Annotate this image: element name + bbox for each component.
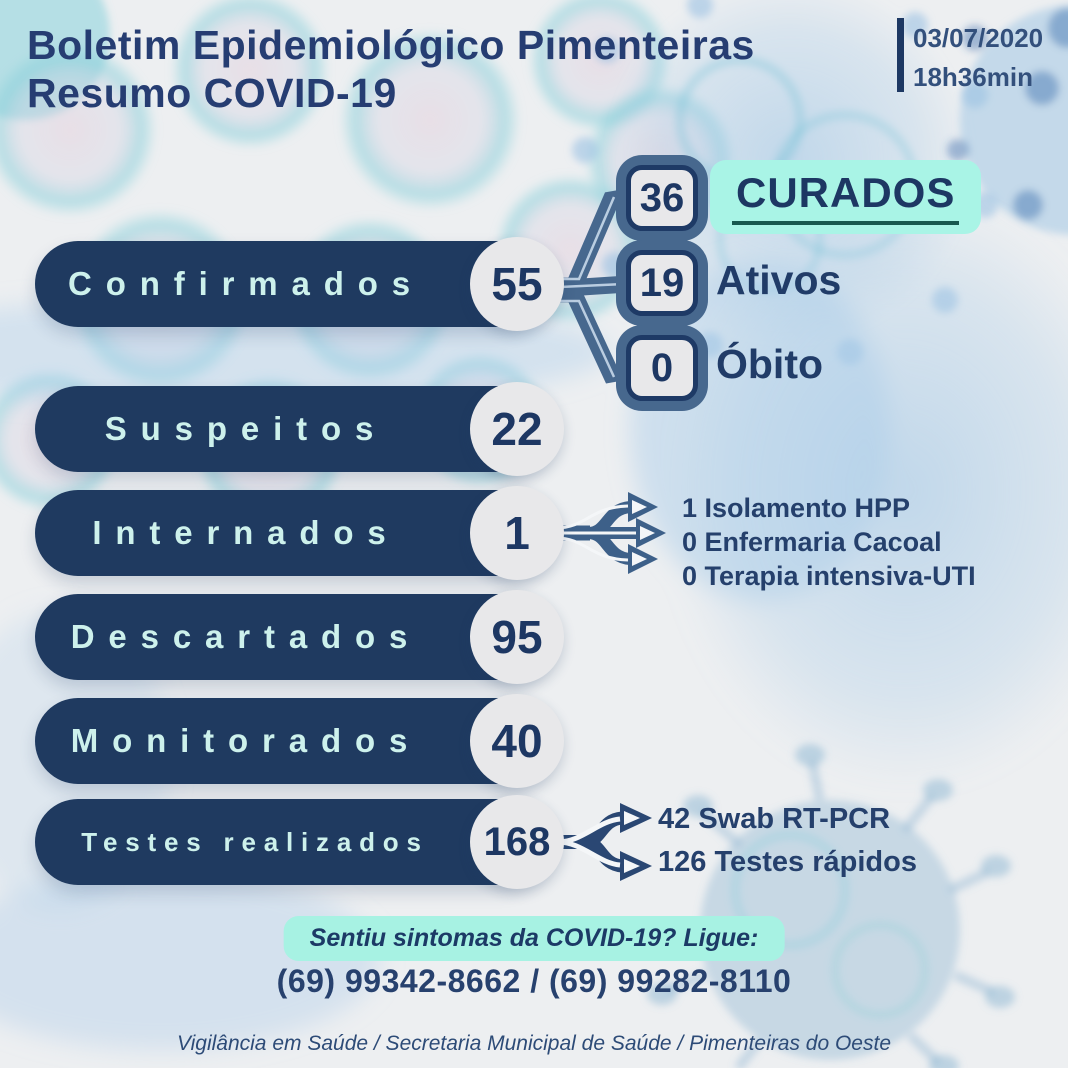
- report-date: 03/07/2020: [913, 23, 1044, 53]
- testes-pill: Testes realizados: [35, 799, 545, 885]
- internados-label: Internados: [92, 514, 400, 551]
- monitorados-label: Monitorados: [70, 722, 422, 759]
- title-line-2: Resumo COVID-19: [27, 69, 397, 116]
- internados-detail-isolamento: 1 Isolamento HPP: [682, 493, 911, 523]
- internados-value-badge: 1: [470, 486, 564, 580]
- testes-detail-swab: 42 Swab RT-PCR: [658, 803, 891, 835]
- testes-value-badge: 168: [470, 795, 564, 889]
- ativos-value: 19: [626, 250, 698, 316]
- confirmados-pill: Confirmados: [35, 241, 545, 327]
- obito-value-box: 0: [616, 325, 708, 411]
- internados-detail-enfermaria: 0 Enfermaria Cacoal: [682, 527, 942, 557]
- symptoms-call-banner: Sentiu sintomas da COVID-19? Ligue:: [283, 916, 785, 961]
- confirmados-label: Confirmados: [68, 265, 424, 302]
- curados-value: 36: [626, 165, 698, 231]
- obito-label: Óbito: [716, 341, 824, 387]
- monitorados-value-badge: 40: [470, 694, 564, 788]
- stat-row-suspeitos: Suspeitos 22: [35, 382, 564, 476]
- stat-row-confirmados: Confirmados 55: [35, 237, 564, 331]
- ativos-label: Ativos: [716, 257, 842, 303]
- ativos-value-box: 19: [616, 240, 708, 326]
- footer-credits: Vigilância em Saúde / Secretaria Municip…: [176, 1032, 891, 1055]
- monitorados-pill: Monitorados: [35, 698, 545, 784]
- suspeitos-label: Suspeitos: [104, 410, 388, 447]
- page-title: Boletim Epidemiológico Pimenteiras Resum…: [27, 22, 755, 117]
- curados-label: CURADOS: [732, 169, 960, 225]
- datetime-block: 03/07/2020 18h36min: [897, 18, 1043, 97]
- confirmados-value-badge: 55: [470, 237, 564, 331]
- internados-detail-uti: 0 Terapia intensiva-UTI: [682, 561, 976, 591]
- title-line-1: Boletim Epidemiológico Pimenteiras: [27, 22, 755, 68]
- stat-row-internados: Internados 1: [35, 486, 564, 580]
- stat-row-testes-realizados: Testes realizados 168: [35, 795, 564, 889]
- suspeitos-value-badge: 22: [470, 382, 564, 476]
- phone-numbers: (69) 99342-8662 / (69) 99282-8110: [276, 963, 792, 999]
- internados-pill: Internados: [35, 490, 545, 576]
- stat-row-descartados: Descartados 95: [35, 590, 564, 684]
- descartados-label: Descartados: [70, 618, 422, 655]
- curados-value-box: 36: [616, 155, 708, 241]
- stat-row-monitorados: Monitorados 40: [35, 694, 564, 788]
- descartados-pill: Descartados: [35, 594, 545, 680]
- testes-detail-rapidos: 126 Testes rápidos: [658, 846, 917, 878]
- obito-value: 0: [626, 335, 698, 401]
- report-time: 18h36min: [913, 62, 1033, 92]
- curados-highlight-tag: CURADOS: [710, 160, 982, 234]
- suspeitos-pill: Suspeitos: [35, 386, 545, 472]
- descartados-value-badge: 95: [470, 590, 564, 684]
- testes-label: Testes realizados: [81, 826, 429, 857]
- date-divider-bar: [897, 18, 904, 92]
